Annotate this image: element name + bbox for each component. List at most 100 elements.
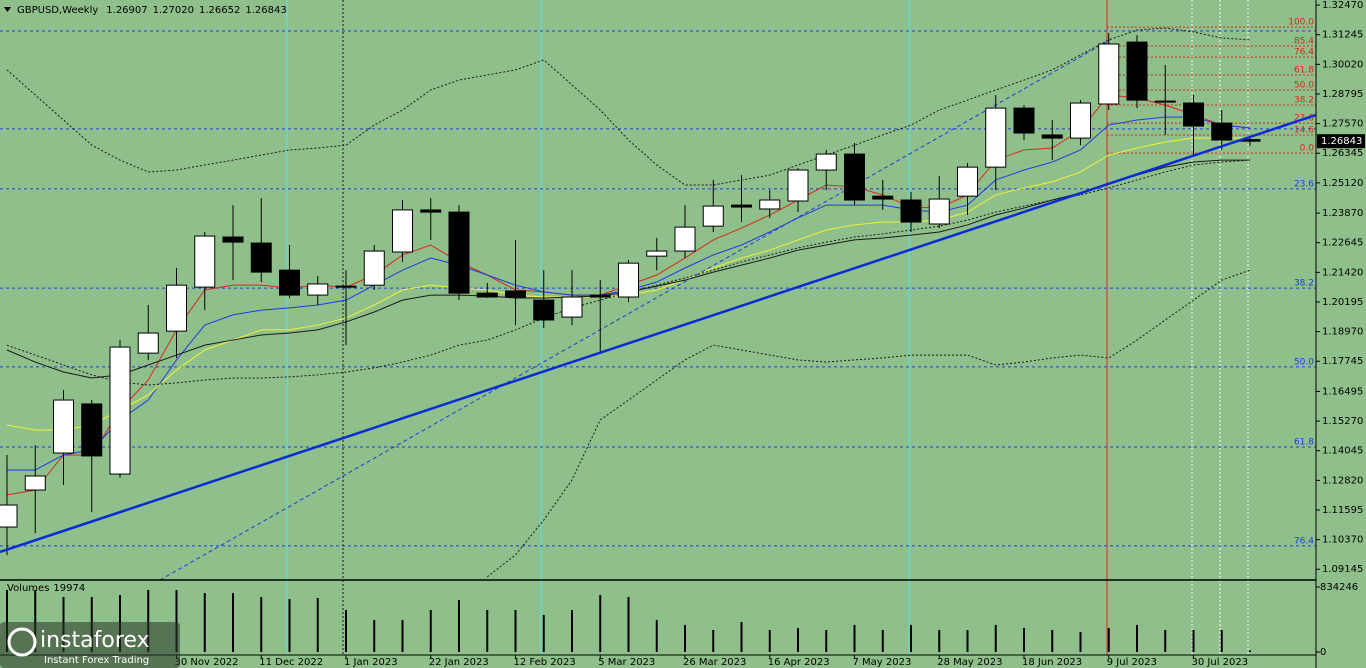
candle-body xyxy=(194,235,216,288)
y-tick-label: 1.15270 xyxy=(1322,416,1363,427)
candle-body xyxy=(872,195,894,200)
fib-label: 76.4 xyxy=(1294,536,1314,546)
price-tag-label: 1.26843 xyxy=(1321,136,1362,147)
y-tick-label: 1.14045 xyxy=(1322,446,1363,457)
candle-body xyxy=(222,236,244,243)
volume-title: Volumes 19974 xyxy=(7,583,85,594)
candle-body xyxy=(1041,134,1063,139)
volume-tick-label: 0 xyxy=(1320,647,1326,658)
x-tick-label: 16 Apr 2023 xyxy=(768,657,830,668)
candle-body xyxy=(81,403,103,457)
candle-body xyxy=(250,242,272,273)
candle-body xyxy=(363,250,385,286)
x-tick-label: 30 Jul 2023 xyxy=(1192,657,1249,668)
logo: instaforex Instant Forex Trading xyxy=(0,622,180,668)
candle-body xyxy=(476,292,498,298)
y-tick-label: 1.21420 xyxy=(1322,267,1363,278)
candle-body xyxy=(900,199,922,223)
fib-label: 76.4 xyxy=(1294,48,1314,58)
price-tag xyxy=(1317,134,1365,149)
y-tick-label: 1.11595 xyxy=(1322,505,1363,516)
candle-body xyxy=(1098,43,1120,105)
candle-body xyxy=(505,290,526,298)
candle-body xyxy=(335,285,357,288)
y-tick-label: 1.16495 xyxy=(1322,386,1363,397)
fib-label: 100.0 xyxy=(1288,18,1314,28)
channel-line xyxy=(159,39,1111,581)
candle-body xyxy=(109,346,131,475)
candle-body xyxy=(137,332,159,354)
candle-body xyxy=(1154,100,1176,103)
x-tick-label: 9 Jul 2023 xyxy=(1107,657,1157,668)
logo-tagline: Instant Forex Trading xyxy=(44,655,149,666)
x-tick-label: 7 May 2023 xyxy=(853,657,912,668)
logo-icon xyxy=(7,627,37,657)
y-tick-label: 1.25120 xyxy=(1322,178,1363,189)
fib-label: 14.6 xyxy=(1294,125,1314,135)
y-tick-label: 1.26345 xyxy=(1322,148,1363,159)
candle-body xyxy=(1183,102,1204,127)
candle-body xyxy=(787,169,809,202)
x-tick-label: 30 Nov 2022 xyxy=(175,657,239,668)
candle-body xyxy=(533,299,555,321)
candle-body xyxy=(166,284,187,332)
logo-name: instaforex xyxy=(40,628,150,653)
candle-body xyxy=(392,209,413,253)
candle-body xyxy=(759,199,781,210)
candle-body xyxy=(448,211,470,294)
candle-body xyxy=(420,209,442,213)
volume-title-name: Volumes xyxy=(7,583,49,594)
symbol: GBPUSD,Weekly xyxy=(17,5,98,16)
candle-body xyxy=(589,294,611,298)
fib-label: 61.8 xyxy=(1294,437,1314,447)
volume-current: 19974 xyxy=(53,583,85,594)
fib-label: 61.8 xyxy=(1294,65,1314,75)
menu-triangle xyxy=(4,7,11,12)
high-value: 1.27020 xyxy=(153,5,194,16)
fib-label: 38.2 xyxy=(1294,279,1314,289)
fib-label: 23.6 xyxy=(1294,179,1314,189)
candle-body xyxy=(1013,107,1035,134)
candle-body xyxy=(646,250,668,257)
y-tick-label: 1.23870 xyxy=(1322,208,1363,219)
candle-body xyxy=(844,153,865,201)
y-tick-label: 1.31245 xyxy=(1322,30,1363,41)
candle-body xyxy=(702,205,724,227)
trend-lines xyxy=(159,39,1111,581)
x-tick-label: 11 Dec 2022 xyxy=(259,657,323,668)
x-tick-label: 12 Feb 2023 xyxy=(514,657,576,668)
low-value: 1.26652 xyxy=(199,5,240,16)
axes xyxy=(0,0,1317,668)
trend-line xyxy=(0,113,1317,554)
y-tick-label: 1.22645 xyxy=(1322,238,1363,249)
candle-body xyxy=(957,166,978,197)
candle-body xyxy=(307,283,329,296)
x-tick-label: 22 Jan 2023 xyxy=(429,657,489,668)
volume-tick-label: 834246 xyxy=(1320,582,1358,593)
header: GBPUSD,Weekly 1.26907 1.27020 1.26652 1.2684… xyxy=(4,5,287,16)
fib-label: 0.0 xyxy=(1300,144,1315,154)
y-tick-label: 1.20195 xyxy=(1322,297,1363,308)
x-tick-label: 26 Mar 2023 xyxy=(683,657,746,668)
fib-label: 50.0 xyxy=(1294,80,1314,90)
candle-body xyxy=(815,153,837,171)
y-tick-label: 1.27570 xyxy=(1322,119,1363,130)
candle-body xyxy=(731,204,752,208)
x-tick-label: 1 Jan 2023 xyxy=(344,657,398,668)
x-tick-label: 18 Jun 2023 xyxy=(1022,657,1082,668)
candles xyxy=(0,33,1261,556)
candle-body xyxy=(985,107,1007,168)
y-tick-label: 1.09145 xyxy=(1322,564,1363,575)
close-value: 1.26843 xyxy=(245,5,286,16)
y-tick-label: 1.18970 xyxy=(1322,327,1363,338)
y-tick-label: 1.30020 xyxy=(1322,59,1363,70)
candle-body xyxy=(561,296,583,318)
open-value: 1.26907 xyxy=(106,5,147,16)
x-tick-label: 28 May 2023 xyxy=(937,657,1002,668)
candle-body xyxy=(618,262,639,298)
x-tick-label: 5 Mar 2023 xyxy=(598,657,655,668)
logo-box xyxy=(0,622,180,668)
trend-lines xyxy=(0,113,1317,554)
